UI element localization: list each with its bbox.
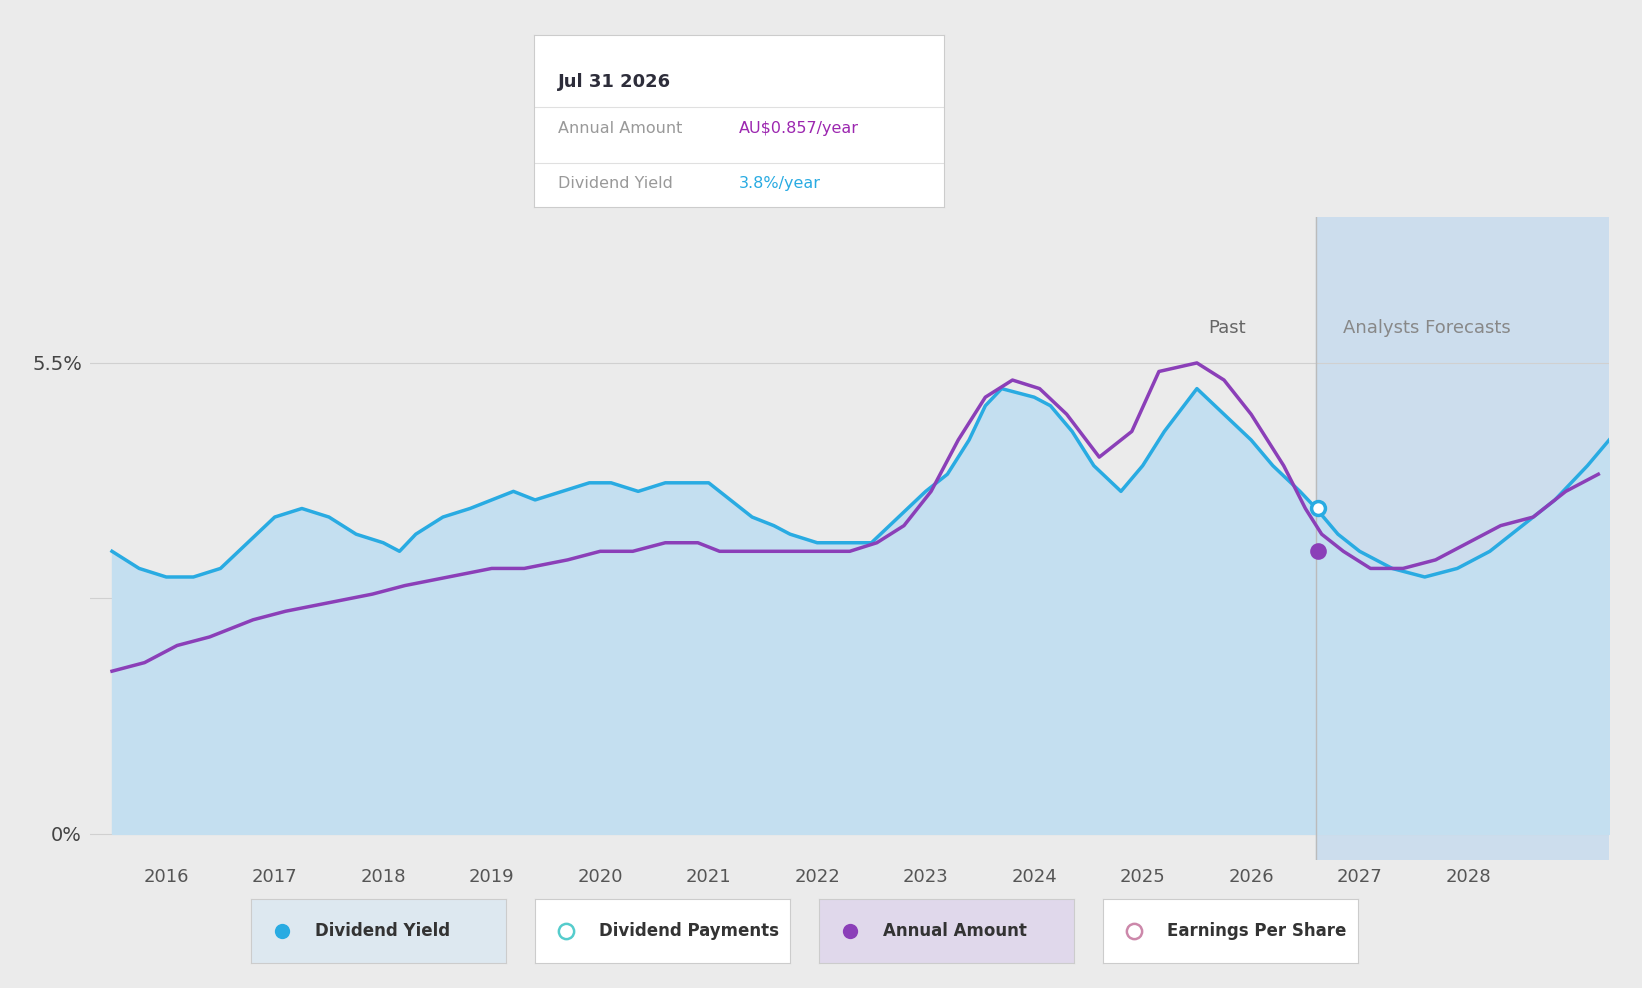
Text: 3.8%/year: 3.8%/year	[739, 177, 821, 192]
Text: Dividend Yield: Dividend Yield	[315, 922, 450, 941]
Text: Dividend Payments: Dividend Payments	[599, 922, 778, 941]
Text: Annual Amount: Annual Amount	[883, 922, 1026, 941]
Text: Annual Amount: Annual Amount	[558, 122, 683, 136]
Text: Past: Past	[1209, 319, 1246, 337]
Text: Analysts Forecasts: Analysts Forecasts	[1343, 319, 1511, 337]
Text: Dividend Yield: Dividend Yield	[558, 177, 673, 192]
Text: AU$0.857/year: AU$0.857/year	[739, 122, 859, 136]
Bar	[1317, 217, 1609, 860]
Text: Earnings Per Share: Earnings Per Share	[1167, 922, 1346, 941]
Text: Jul 31 2026: Jul 31 2026	[558, 73, 672, 91]
